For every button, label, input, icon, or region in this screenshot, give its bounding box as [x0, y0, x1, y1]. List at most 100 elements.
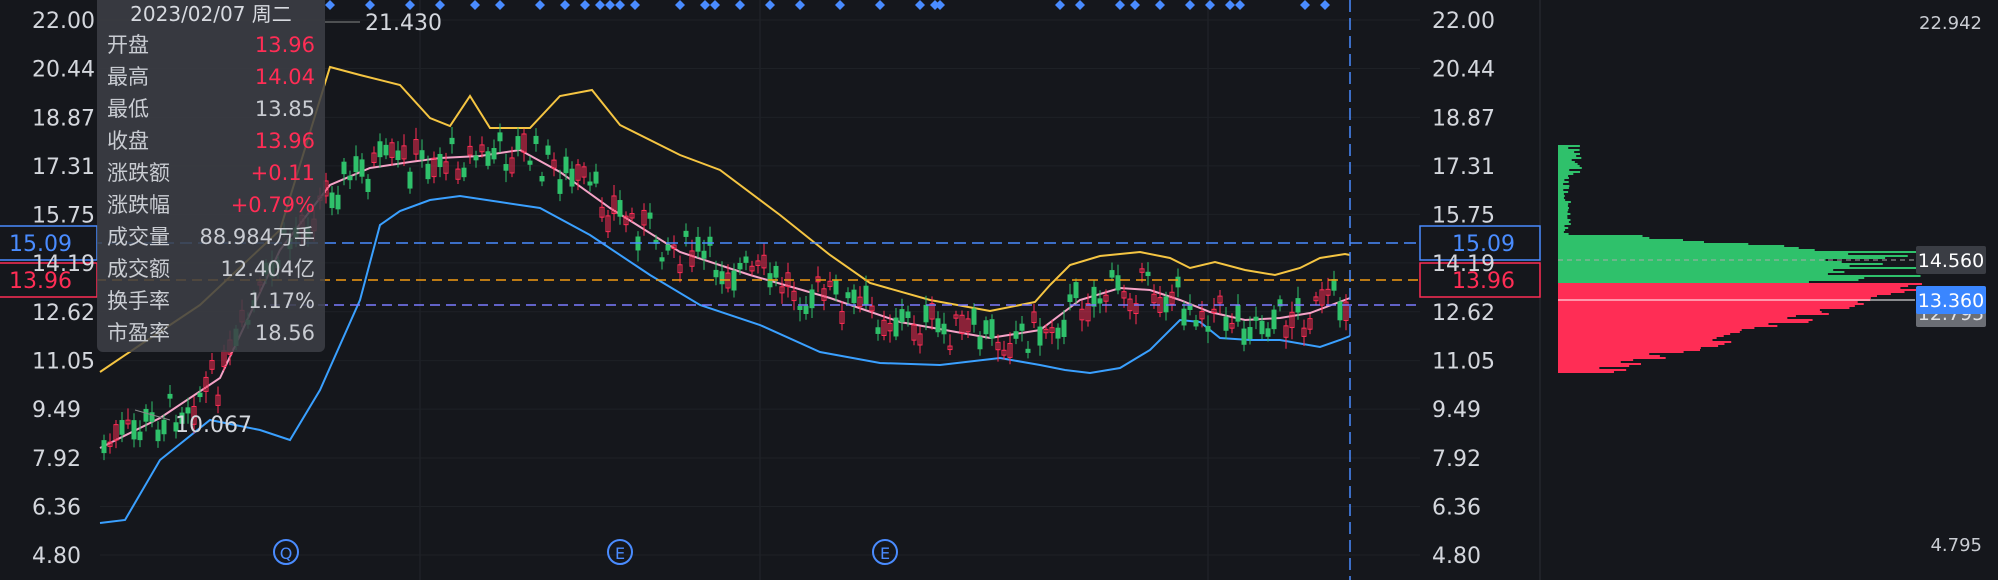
- profile-bar: [1558, 303, 1864, 305]
- signal-diamond: [365, 0, 375, 10]
- profile-bar: [1558, 263, 1883, 265]
- profile-bar: [1558, 329, 1742, 331]
- candle-body: [977, 336, 983, 350]
- tooltip-row-value: 18.56: [254, 321, 315, 345]
- tooltip-row-label: 最低: [107, 97, 149, 121]
- candle-body: [1109, 270, 1115, 278]
- signal-diamond: [1075, 0, 1085, 10]
- candle-body: [887, 322, 893, 332]
- profile-bar: [1558, 239, 1684, 241]
- profile-bar: [1558, 281, 1809, 283]
- tooltip-row-value: 88.984万手: [199, 225, 315, 249]
- tooltip-row-label: 最高: [107, 65, 149, 89]
- profile-label-current-box: [1916, 286, 1986, 314]
- candle-body: [527, 160, 533, 165]
- profile-bar: [1558, 347, 1701, 349]
- profile-bar: [1558, 247, 1799, 249]
- candle-body: [827, 280, 833, 287]
- upper-band-line: [99, 65, 1351, 373]
- profile-bar: [1558, 325, 1778, 327]
- right-tick-label: 4.80: [1432, 544, 1481, 569]
- candle-body: [1037, 326, 1043, 346]
- right-tick-label: 22.00: [1432, 9, 1495, 34]
- profile-bar: [1558, 321, 1809, 323]
- tooltip-row-label: 开盘: [107, 33, 149, 57]
- candle-body: [1259, 320, 1265, 335]
- profile-bar: [1558, 219, 1571, 221]
- signal-diamond: [1115, 0, 1125, 10]
- candle-body: [1031, 311, 1037, 324]
- profile-bar: [1558, 249, 1815, 251]
- candle-body: [1205, 326, 1211, 332]
- profile-bar: [1558, 305, 1855, 307]
- candle-body: [947, 345, 953, 351]
- profile-bar: [1558, 257, 1886, 259]
- profile-bar: [1558, 207, 1569, 209]
- right-tick-label: 11.05: [1432, 350, 1495, 375]
- signal-diamond: [700, 0, 710, 10]
- candle-body: [851, 289, 857, 304]
- profile-bar: [1558, 265, 1850, 267]
- candle-body: [1049, 327, 1055, 334]
- candle-body: [1043, 328, 1049, 334]
- candle-body: [983, 320, 989, 335]
- candle-body: [671, 244, 677, 249]
- candle-body: [1283, 325, 1289, 338]
- right-price-label-red: 13.96: [1452, 269, 1515, 294]
- candle-body: [1217, 295, 1223, 304]
- candle-body: [1247, 327, 1253, 340]
- profile-bar: [1558, 159, 1572, 161]
- profile-bar: [1558, 185, 1570, 187]
- event-marker-e1[interactable]: E: [607, 539, 633, 565]
- candle-body: [1277, 299, 1283, 307]
- event-marker-q[interactable]: Q: [273, 539, 299, 565]
- candle-body: [1199, 310, 1205, 320]
- tooltip-row-label: 涨跌幅: [107, 193, 170, 217]
- candle-body: [1151, 293, 1157, 304]
- signal-diamond: [560, 0, 570, 10]
- profile-bar: [1558, 147, 1569, 149]
- profile-bar: [1558, 295, 1877, 297]
- candle-body: [1025, 348, 1031, 353]
- candle-body: [875, 327, 881, 334]
- signal-diamond: [595, 0, 605, 10]
- candle-body: [461, 167, 467, 178]
- profile-bar: [1558, 211, 1568, 213]
- tooltip-row-label: 收盘: [107, 129, 149, 153]
- candle-body: [491, 148, 497, 160]
- signal-diamond: [470, 0, 480, 10]
- profile-bar: [1558, 155, 1577, 157]
- signal-diamond: [835, 0, 845, 10]
- candle-body: [869, 305, 875, 312]
- candle-body: [641, 209, 647, 226]
- candle-body: [617, 200, 623, 217]
- tooltip-row-label: 成交额: [107, 257, 170, 281]
- candle-body: [689, 250, 695, 267]
- profile-bar: [1558, 267, 1928, 269]
- candle-body: [1067, 294, 1073, 303]
- profile-bar: [1558, 343, 1725, 345]
- candle-body: [959, 314, 965, 334]
- candle-body: [1211, 308, 1217, 314]
- signal-diamond: [1055, 0, 1065, 10]
- candle-body: [899, 309, 905, 323]
- profile-bar: [1558, 331, 1740, 333]
- candle-body: [161, 419, 167, 435]
- candle-body: [1007, 343, 1013, 358]
- candle-body: [965, 318, 971, 333]
- profile-bar: [1558, 351, 1684, 353]
- candle-body: [923, 304, 929, 323]
- candle-body: [1307, 318, 1313, 330]
- tooltip-row: 最低 13.85: [107, 94, 315, 124]
- profile-bar: [1558, 165, 1580, 167]
- event-marker-e2[interactable]: E: [872, 539, 898, 565]
- candle-body: [1139, 268, 1145, 273]
- candle-body: [917, 333, 923, 346]
- signal-diamond: [1235, 0, 1245, 10]
- candle-body: [1145, 271, 1151, 277]
- left-tick-label: 7.92: [32, 447, 81, 472]
- tooltip-row-label: 换手率: [107, 289, 170, 313]
- candle-body: [359, 159, 365, 177]
- right-price-label-red-box: [1419, 262, 1541, 298]
- candle-body: [1229, 322, 1235, 329]
